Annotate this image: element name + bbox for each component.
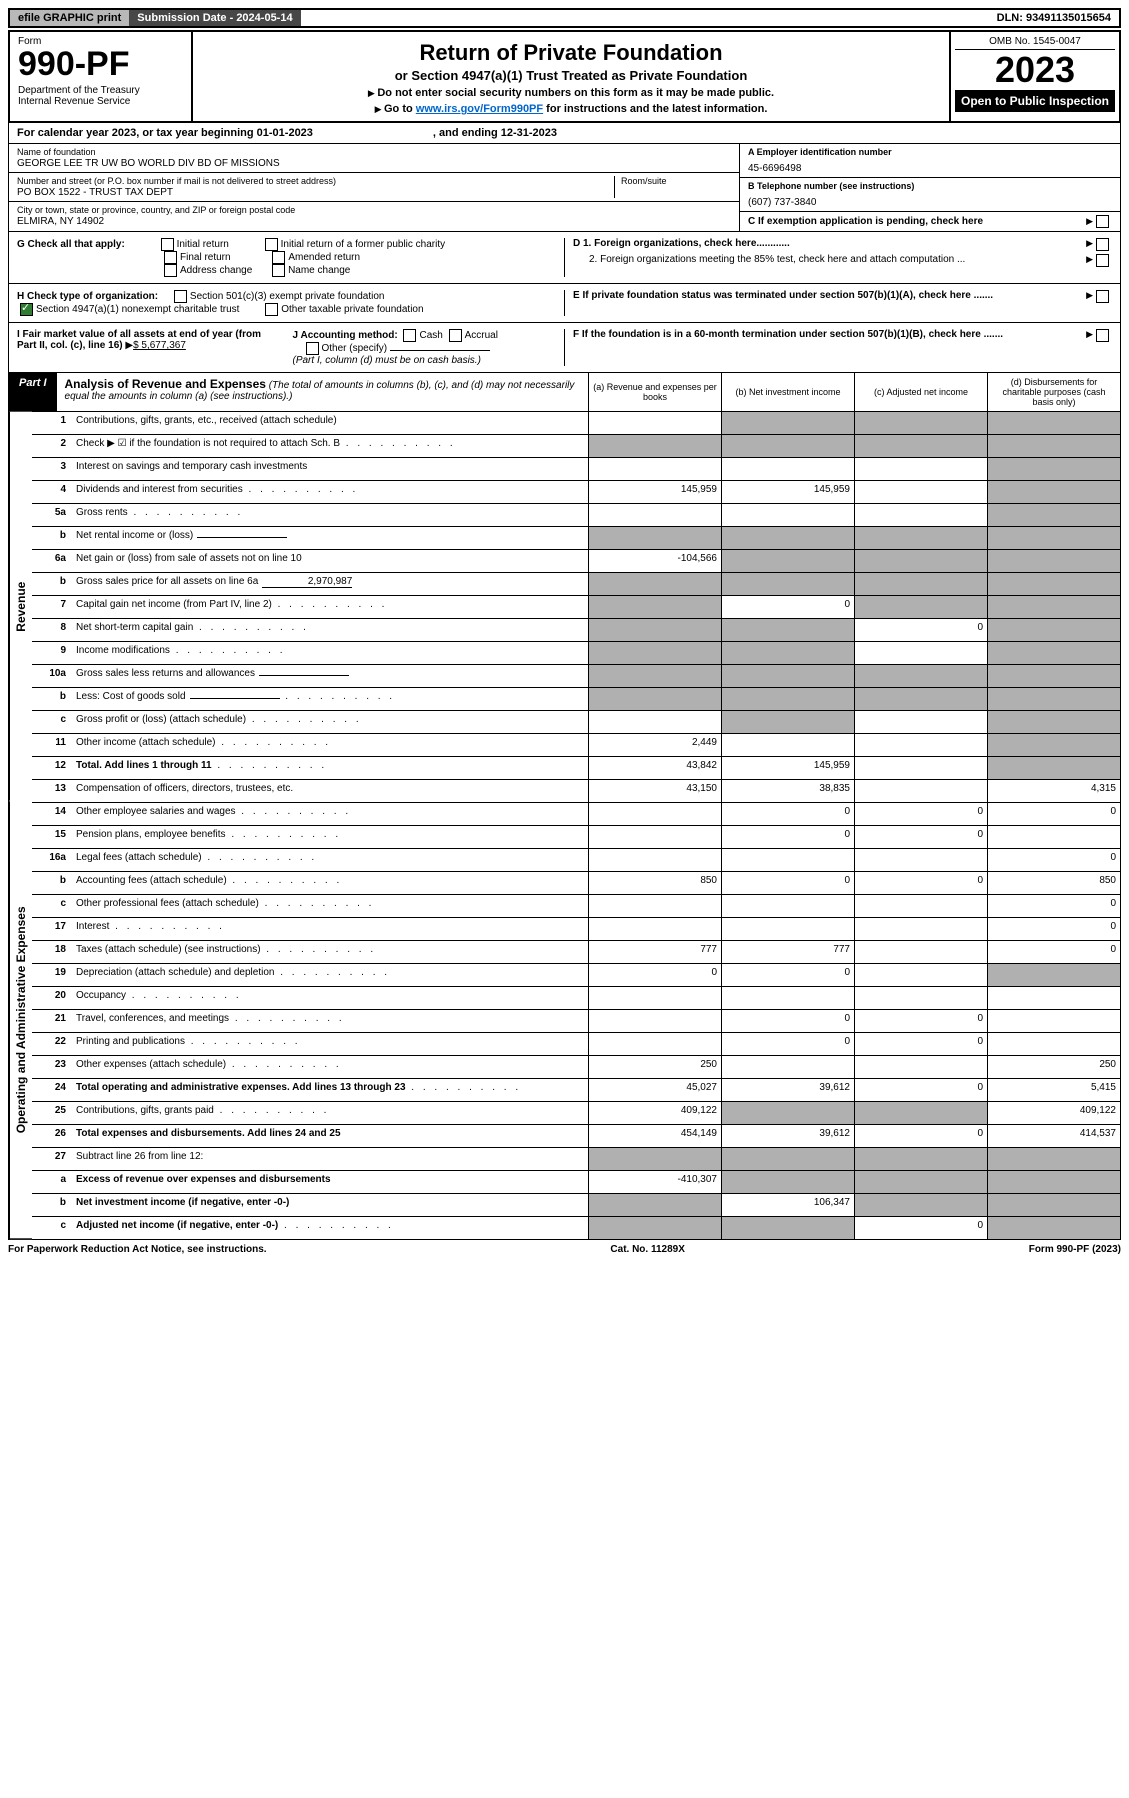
part-title: Analysis of Revenue and Expenses (The to…: [57, 373, 588, 411]
row-1: 1Contributions, gifts, grants, etc., rec…: [32, 412, 1120, 434]
footer: For Paperwork Reduction Act Notice, see …: [8, 1240, 1121, 1259]
row-11: 11Other income (attach schedule)2,449: [32, 733, 1120, 756]
ein-cell: A Employer identification number 45-6696…: [740, 144, 1120, 178]
side-expenses: Operating and Administrative Expenses: [9, 801, 32, 1239]
row-18: 18Taxes (attach schedule) (see instructi…: [32, 940, 1120, 963]
col-c: (c) Adjusted net income: [854, 373, 987, 411]
row-2: 2Check ▶ ☑ if the foundation is not requ…: [32, 434, 1120, 457]
row-14: 14Other employee salaries and wages000: [32, 802, 1120, 825]
form-header: Form 990-PF Department of the Treasury I…: [8, 30, 1121, 123]
g-d-row: G Check all that apply: Initial return I…: [8, 232, 1121, 284]
g-block: G Check all that apply: Initial return I…: [17, 238, 565, 277]
row-20: 20Occupancy: [32, 986, 1120, 1009]
topbar: efile GRAPHIC print Submission Date - 20…: [8, 8, 1121, 28]
row-16a: 16aLegal fees (attach schedule)0: [32, 848, 1120, 871]
j-block: J Accounting method: Cash Accrual Other …: [281, 329, 557, 366]
i-j-f-row: I Fair market value of all assets at end…: [8, 323, 1121, 373]
row-21: 21Travel, conferences, and meetings00: [32, 1009, 1120, 1032]
h-e-row: H Check type of organization: Section 50…: [8, 284, 1121, 323]
row-13: 13Compensation of officers, directors, t…: [32, 779, 1120, 802]
c-checkbox[interactable]: [1096, 215, 1109, 228]
row-b: bAccounting fees (attach schedule)850008…: [32, 871, 1120, 894]
title-block: Return of Private Foundation or Section …: [193, 32, 949, 121]
row-4: 4Dividends and interest from securities1…: [32, 480, 1120, 503]
row-b: bNet rental income or (loss): [32, 526, 1120, 549]
part-tag: Part I: [9, 373, 57, 411]
row-17: 17Interest0: [32, 917, 1120, 940]
row-c: cOther professional fees (attach schedul…: [32, 894, 1120, 917]
side-revenue: Revenue: [9, 412, 32, 801]
row-c: cAdjusted net income (if negative, enter…: [32, 1216, 1120, 1239]
i-block: I Fair market value of all assets at end…: [17, 329, 281, 366]
inspection: Open to Public Inspection: [955, 90, 1115, 112]
h-block: H Check type of organization: Section 50…: [17, 290, 565, 316]
calendar-year: For calendar year 2023, or tax year begi…: [8, 123, 1121, 144]
note2: Go to www.irs.gov/Form990PF for instruct…: [199, 103, 943, 115]
col-a: (a) Revenue and expenses per books: [588, 373, 721, 411]
h-4947-check[interactable]: [20, 303, 33, 316]
foot-cat: Cat. No. 11289X: [610, 1244, 684, 1255]
form-id: Form 990-PF Department of the Treasury I…: [10, 32, 193, 121]
row-b: bNet investment income (if negative, ent…: [32, 1193, 1120, 1216]
row-12: 12Total. Add lines 1 through 1143,842145…: [32, 756, 1120, 779]
part1-header: Part I Analysis of Revenue and Expenses …: [8, 373, 1121, 412]
part1-table: Revenue Operating and Administrative Exp…: [8, 412, 1121, 1240]
row-b: bGross sales price for all assets on lin…: [32, 572, 1120, 595]
row-23: 23Other expenses (attach schedule)250250: [32, 1055, 1120, 1078]
foot-left: For Paperwork Reduction Act Notice, see …: [8, 1244, 267, 1255]
row-5a: 5aGross rents: [32, 503, 1120, 526]
d-block: D 1. Foreign organizations, check here..…: [565, 238, 1112, 277]
addr-cell: Number and street (or P.O. box number if…: [9, 173, 739, 202]
dept: Department of the Treasury Internal Reve…: [18, 85, 183, 107]
row-7: 7Capital gain net income (from Part IV, …: [32, 595, 1120, 618]
row-8: 8Net short-term capital gain0: [32, 618, 1120, 641]
row-c: cGross profit or (loss) (attach schedule…: [32, 710, 1120, 733]
phone-cell: B Telephone number (see instructions) (6…: [740, 178, 1120, 212]
info-block: Name of foundation GEORGE LEE TR UW BO W…: [8, 144, 1121, 232]
row-26: 26Total expenses and disbursements. Add …: [32, 1124, 1120, 1147]
right-block: OMB No. 1545-0047 2023 Open to Public In…: [949, 32, 1119, 121]
row-10a: 10aGross sales less returns and allowanc…: [32, 664, 1120, 687]
row-15: 15Pension plans, employee benefits00: [32, 825, 1120, 848]
submission-date: Submission Date - 2024-05-14: [129, 10, 300, 26]
c-cell: C If exemption application is pending, c…: [740, 212, 1120, 231]
col-d: (d) Disbursements for charitable purpose…: [987, 373, 1120, 411]
omb: OMB No. 1545-0047: [955, 36, 1115, 50]
efile-label: efile GRAPHIC print: [10, 10, 129, 26]
row-19: 19Depreciation (attach schedule) and dep…: [32, 963, 1120, 986]
form-title: Return of Private Foundation: [199, 40, 943, 66]
row-22: 22Printing and publications00: [32, 1032, 1120, 1055]
row-24: 24Total operating and administrative exp…: [32, 1078, 1120, 1101]
e-block: E If private foundation status was termi…: [565, 290, 1112, 316]
foot-form: Form 990-PF (2023): [1029, 1244, 1121, 1255]
f-block: F If the foundation is in a 60-month ter…: [565, 329, 1112, 366]
form-number: 990-PF: [18, 47, 183, 81]
city-cell: City or town, state or province, country…: [9, 202, 739, 230]
tax-year: 2023: [955, 52, 1115, 88]
row-27: 27Subtract line 26 from line 12:: [32, 1147, 1120, 1170]
dln: DLN: 93491135015654: [989, 10, 1119, 26]
subtitle: or Section 4947(a)(1) Trust Treated as P…: [199, 68, 943, 83]
row-6a: 6aNet gain or (loss) from sale of assets…: [32, 549, 1120, 572]
col-b: (b) Net investment income: [721, 373, 854, 411]
note1: Do not enter social security numbers on …: [199, 87, 943, 99]
row-b: bLess: Cost of goods sold: [32, 687, 1120, 710]
irs-link[interactable]: www.irs.gov/Form990PF: [416, 103, 543, 115]
row-25: 25Contributions, gifts, grants paid409,1…: [32, 1101, 1120, 1124]
name-cell: Name of foundation GEORGE LEE TR UW BO W…: [9, 144, 739, 173]
row-9: 9Income modifications: [32, 641, 1120, 664]
row-3: 3Interest on savings and temporary cash …: [32, 457, 1120, 480]
row-a: aExcess of revenue over expenses and dis…: [32, 1170, 1120, 1193]
